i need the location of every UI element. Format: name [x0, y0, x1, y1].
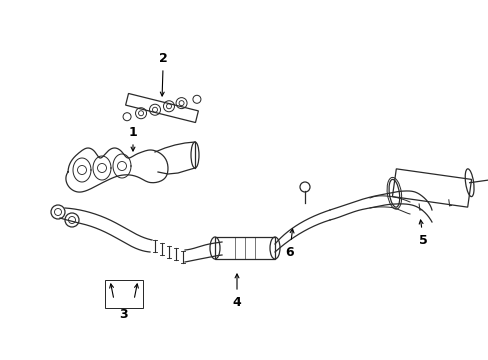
Text: 4: 4: [232, 296, 241, 309]
Bar: [215, 237, 274, 259]
Bar: [105, 280, 142, 308]
Text: 1: 1: [128, 126, 137, 139]
Text: 3: 3: [120, 309, 128, 321]
Text: 5: 5: [418, 234, 427, 247]
Text: 2: 2: [158, 51, 167, 64]
Text: 6: 6: [285, 246, 294, 258]
